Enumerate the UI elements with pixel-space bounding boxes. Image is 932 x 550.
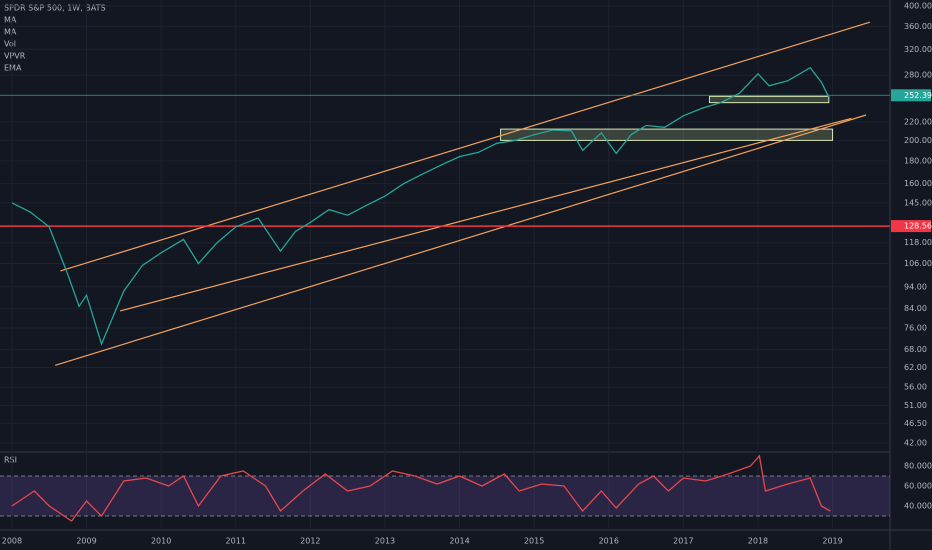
x-tick-label: 2017 <box>673 537 693 546</box>
rsi-tick-label: 40.0000 <box>904 502 932 511</box>
rsi-band <box>0 476 890 516</box>
x-tick-label: 2019 <box>822 537 842 546</box>
y-tick-label: 94.00 <box>904 282 927 291</box>
y-tick-label: 62.00 <box>904 363 927 372</box>
x-tick-label: 2008 <box>2 537 22 546</box>
y-tick-label: 46.50 <box>904 419 927 428</box>
y-tick-label: 200.00 <box>904 136 932 145</box>
rsi-label: RSI <box>4 456 17 465</box>
y-tick-label: 51.00 <box>904 401 927 410</box>
y-tick-label: 84.00 <box>904 304 927 313</box>
x-tick-label: 2012 <box>300 537 320 546</box>
trend-line <box>119 117 852 312</box>
y-tick-label: 360.00 <box>904 22 932 31</box>
x-tick-label: 2009 <box>76 537 96 546</box>
y-tick-label: 76.00 <box>904 324 927 333</box>
price-label-bg <box>891 220 931 233</box>
y-tick-label: 160.00 <box>904 179 932 188</box>
y-tick-label: 220.00 <box>904 117 932 126</box>
indicator-label: VPVR <box>4 52 26 61</box>
x-tick-label: 2014 <box>449 537 469 546</box>
indicator-label: MA <box>4 16 17 25</box>
y-tick-label: 180.00 <box>904 156 932 165</box>
y-tick-label: 118.00 <box>904 238 932 247</box>
symbol-title: SPDR S&P 500, 1W, BATS <box>4 4 106 13</box>
rsi-line <box>11 454 831 522</box>
y-tick-label: 320.00 <box>904 45 932 54</box>
rsi-tick-label: 80.0000 <box>904 462 932 471</box>
y-tick-label: 106.00 <box>904 259 932 268</box>
y-tick-label: 68.00 <box>904 345 927 354</box>
rsi-tick-label: 60.0000 <box>904 482 932 491</box>
y-tick-label: 280.00 <box>904 71 932 80</box>
y-tick-label: 56.00 <box>904 383 927 392</box>
indicator-label: MA <box>4 28 17 37</box>
y-tick-label: 145.00 <box>904 198 932 207</box>
price-label-bg <box>891 89 931 102</box>
trend-line <box>55 114 867 366</box>
price-label: 128.56 <box>904 222 932 231</box>
y-tick-label: 42.00 <box>904 439 927 448</box>
x-tick-label: 2018 <box>748 537 768 546</box>
x-tick-label: 2011 <box>226 537 246 546</box>
x-tick-label: 2016 <box>599 537 619 546</box>
x-tick-label: 2015 <box>524 537 544 546</box>
indicator-label: EMA <box>4 64 22 73</box>
y-tick-label: 400.00 <box>904 2 932 11</box>
indicator-label: Vol <box>4 40 16 49</box>
price-label: 252.39 <box>904 91 932 100</box>
zone <box>708 95 830 104</box>
zone <box>500 128 834 141</box>
price-line-series <box>11 66 830 346</box>
x-tick-label: 2010 <box>151 537 171 546</box>
x-tick-label: 2013 <box>375 537 395 546</box>
trend-line <box>60 21 871 272</box>
